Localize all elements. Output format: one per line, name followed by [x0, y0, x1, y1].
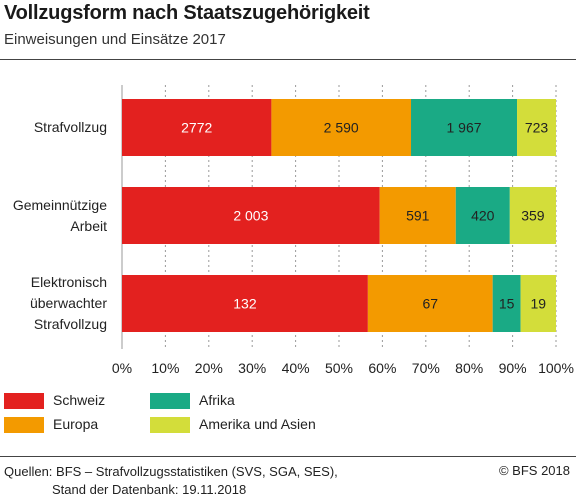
- bar-segment: [122, 187, 380, 244]
- bar-value-label: 2772: [181, 120, 212, 136]
- category-label-line: Gemeinnützige: [12, 196, 107, 213]
- bar-value-label: 2 590: [324, 120, 359, 136]
- category-label-line: überwachter: [29, 295, 107, 311]
- category-label-line: Strafvollzug: [33, 316, 107, 332]
- copyright: © BFS 2018: [498, 463, 570, 478]
- bar-value-label: 67: [422, 296, 438, 312]
- legend-swatch: [4, 393, 44, 409]
- bar-value-label: 2 003: [233, 208, 268, 224]
- bar-segment: [411, 99, 518, 156]
- source-note: Quellen: BFS – Strafvollzugsstatistiken …: [4, 463, 338, 499]
- bar-segment: [455, 187, 510, 244]
- bar-value-label: 723: [525, 120, 549, 136]
- x-tick-label: 80%: [455, 360, 483, 376]
- x-tick-label: 50%: [325, 360, 353, 376]
- bar-segment: [509, 187, 556, 244]
- category-label-line: Elektronisch: [30, 274, 107, 290]
- legend-swatch: [150, 393, 190, 409]
- x-tick-label: 30%: [238, 360, 266, 376]
- bar-segment: [517, 99, 556, 156]
- category-label: Strafvollzug: [34, 117, 107, 138]
- bar-segment: [122, 275, 368, 332]
- legend-label: Amerika und Asien: [199, 416, 316, 432]
- category-label-line: Arbeit: [70, 217, 107, 234]
- bar-value-label: 19: [531, 296, 547, 312]
- bar-value-label: 15: [499, 296, 515, 312]
- x-tick-label: 10%: [151, 360, 179, 376]
- bar-segment: [520, 275, 556, 332]
- x-tick-label: 70%: [412, 360, 440, 376]
- source-line-2: Stand der Datenbank: 19.11.2018: [52, 482, 247, 497]
- chart-title: Vollzugsform nach Staatszugehörigkeit: [4, 2, 370, 24]
- bar-segment: [492, 275, 521, 332]
- x-tick-label: 20%: [195, 360, 223, 376]
- category-label: Elektronisch überwachter Strafvollzug: [30, 272, 107, 335]
- x-tick-label: 100%: [538, 360, 574, 376]
- x-tick-label: 40%: [282, 360, 310, 376]
- bar-segment: [379, 187, 456, 244]
- x-tick-label: 0%: [112, 360, 132, 376]
- legend-swatch: [4, 417, 44, 433]
- bar-value-label: 132: [233, 296, 257, 312]
- bar-segment: [122, 99, 272, 156]
- category-label-line: Strafvollzug: [33, 119, 107, 135]
- top-divider: [0, 59, 576, 60]
- x-tick-label: 90%: [499, 360, 527, 376]
- bottom-divider: [0, 456, 576, 457]
- bar-segment: [367, 275, 493, 332]
- bar-value-label: 359: [521, 208, 545, 224]
- legend-label: Afrika: [199, 392, 235, 408]
- bar-value-label: 420: [471, 208, 495, 224]
- chart-subtitle: Einweisungen und Einsätze 2017: [4, 31, 226, 48]
- category-label: Gemeinnützige Arbeit: [13, 195, 107, 237]
- bar-value-label: 591: [406, 208, 430, 224]
- source-line-1: Quellen: BFS – Strafvollzugsstatistiken …: [4, 464, 338, 479]
- x-tick-label: 60%: [368, 360, 396, 376]
- legend-swatch: [150, 417, 190, 433]
- bar-value-label: 1 967: [446, 120, 481, 136]
- bar-segment: [271, 99, 412, 156]
- legend-label: Schweiz: [53, 392, 106, 408]
- legend-label: Europa: [53, 416, 99, 432]
